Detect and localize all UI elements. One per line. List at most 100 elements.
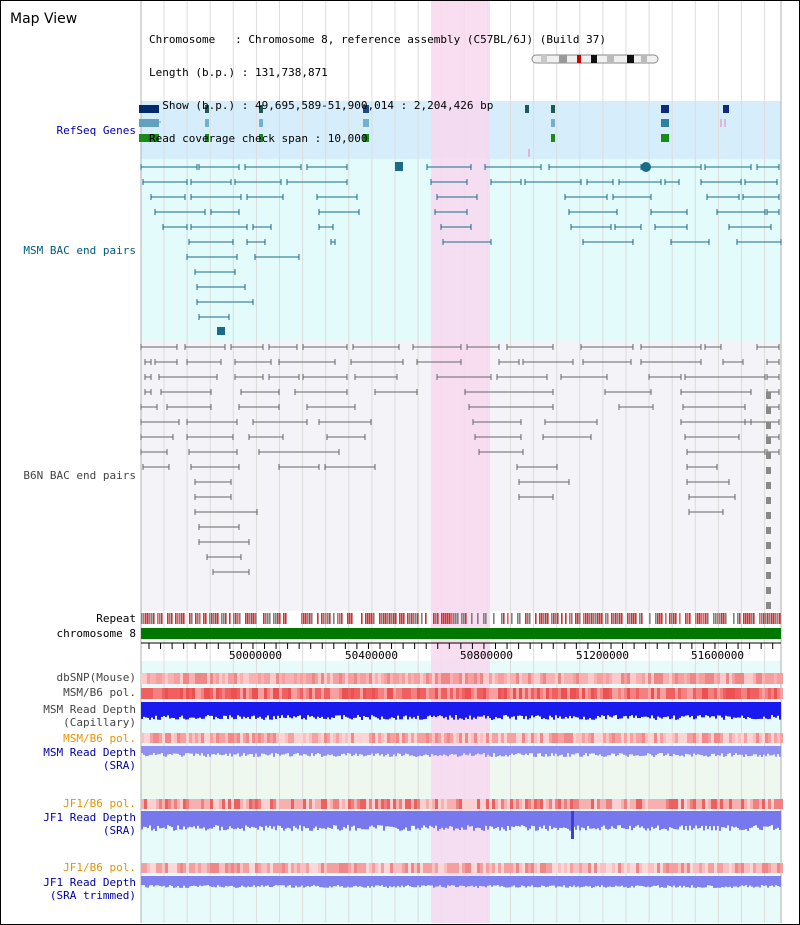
- jf1-pol-strip: [768, 799, 771, 809]
- jf1-depth-trimmed-bar: [235, 876, 237, 888]
- jf1-pol-strip-2: [423, 863, 426, 873]
- msm-depth-capillary-bar: [761, 702, 763, 719]
- jf1-depth-trimmed-bar: [529, 876, 531, 887]
- msm-depth-capillary-bar: [255, 702, 257, 719]
- dbsnp-strip: [450, 673, 453, 684]
- jf1-depth-trimmed-bar: [523, 876, 525, 887]
- msm-pol-strip: [423, 688, 426, 699]
- repeat-feature: [507, 613, 509, 624]
- track-label-jf1-depth-trimmed[interactable]: JF1 Read Depth: [43, 876, 136, 889]
- track-label-msm-depth-sra[interactable]: MSM Read Depth: [43, 746, 136, 759]
- msm-pol-strip-2: [765, 733, 768, 743]
- jf1-depth-sra-bar: [217, 811, 219, 826]
- jf1-depth-sra-bar: [385, 811, 387, 827]
- jf1-depth-trimmed-bar: [249, 876, 251, 888]
- msm-pol-strip: [777, 688, 780, 699]
- jf1-pol-strip: [186, 799, 189, 809]
- repeat-feature: [425, 613, 427, 624]
- jf1-depth-trimmed-bar: [615, 876, 617, 886]
- track-label-refseq[interactable]: RefSeq Genes: [56, 124, 136, 137]
- repeat-feature: [277, 613, 279, 624]
- repeat-feature: [205, 613, 207, 624]
- repeat-feature: [545, 613, 547, 624]
- msm-depth-sra-bar: [143, 746, 145, 755]
- msm-pol-strip-2: [174, 733, 177, 743]
- msm-depth-capillary-bar: [143, 702, 145, 717]
- msm-pol-strip: [648, 688, 651, 699]
- msm-pol-strip: [246, 688, 249, 699]
- jf1-pol-strip-2: [498, 863, 501, 873]
- track-label-chromosome[interactable]: chromosome 8: [56, 627, 136, 640]
- track-label-jf1-b6-pol-2[interactable]: JF1/B6 pol.: [63, 861, 136, 874]
- msm-depth-capillary-bar: [677, 702, 679, 720]
- jf1-depth-trimmed-bar: [741, 876, 743, 886]
- repeat-feature: [329, 613, 331, 624]
- msm-depth-capillary-bar: [715, 702, 717, 719]
- jf1-pol-strip-2: [429, 863, 432, 873]
- dbsnp-strip: [576, 673, 579, 684]
- jf1-depth-sra-bar: [639, 811, 641, 828]
- msm-pol-strip-2: [660, 733, 663, 743]
- track-label-repeat[interactable]: Repeat: [96, 612, 136, 625]
- jf1-pol-strip: [474, 799, 477, 809]
- track-label-msm-bac[interactable]: MSM BAC end pairs: [23, 244, 136, 257]
- msm-depth-sra-bar: [507, 746, 509, 757]
- msm-pol-strip-2: [219, 733, 222, 743]
- msm-pol-strip-2: [699, 733, 702, 743]
- jf1-pol-strip-2: [441, 863, 444, 873]
- msm-depth-capillary-bar: [569, 702, 571, 716]
- track-label-jf1-b6-pol[interactable]: JF1/B6 pol.: [63, 797, 136, 810]
- msm-depth-capillary-bar: [539, 702, 541, 717]
- track-label-b6n-bac[interactable]: B6N BAC end pairs: [23, 469, 136, 482]
- msm-depth-capillary-bar: [169, 702, 171, 719]
- msm-pol-strip: [375, 688, 378, 699]
- jf1-pol-strip: [414, 799, 417, 809]
- dbsnp-strip: [663, 673, 666, 684]
- jf1-depth-trimmed-bar: [597, 876, 599, 886]
- jf1-depth-trimmed-bar: [239, 876, 241, 887]
- repeat-feature: [701, 613, 703, 624]
- track-label-msm-depth-capillary[interactable]: MSM Read Depth: [43, 703, 136, 716]
- repeat-feature: [233, 613, 235, 624]
- jf1-depth-trimmed-bar: [569, 876, 571, 887]
- refseq-gene: [551, 119, 555, 127]
- msm-depth-sra-bar: [149, 746, 151, 755]
- repeat-feature: [659, 613, 661, 624]
- jf1-depth-trimmed-bar: [283, 876, 285, 886]
- jf1-depth-sra-bar: [377, 811, 379, 826]
- jf1-pol-strip: [750, 799, 753, 809]
- jf1-depth-sra-bar: [645, 811, 647, 831]
- msm-pol-strip: [543, 688, 546, 699]
- repeat-feature: [401, 613, 403, 624]
- msm-pol-strip-2: [693, 733, 696, 743]
- refseq-gene: [259, 119, 263, 127]
- chromosome-ideogram[interactable]: [531, 53, 659, 65]
- track-label-msm-b6-pol-2[interactable]: MSM/B6 pol.: [63, 732, 136, 745]
- msm-pol-strip-2: [717, 733, 720, 743]
- repeat-feature: [199, 613, 201, 624]
- msm-depth-capillary-bar: [497, 702, 499, 719]
- jf1-depth-sra-bar: [777, 811, 779, 828]
- jf1-pol-strip: [381, 799, 384, 809]
- jf1-depth-sra-bar: [533, 811, 535, 827]
- repeat-feature: [753, 613, 755, 624]
- msm-depth-sra-bar: [515, 746, 517, 754]
- track-label-dbsnp[interactable]: dbSNP(Mouse): [56, 671, 136, 684]
- jf1-depth-trimmed-bar: [169, 876, 171, 886]
- jf1-depth-trimmed-bar: [331, 876, 333, 888]
- jf1-depth-sra-bar: [393, 811, 395, 828]
- dbsnp-strip: [261, 673, 264, 684]
- msm-pol-strip: [477, 688, 480, 699]
- msm-depth-sra-bar: [691, 746, 693, 757]
- track-label-jf1-depth-sra[interactable]: JF1 Read Depth: [43, 811, 136, 824]
- jf1-pol-strip: [420, 799, 423, 809]
- msm-pol-strip-2: [420, 733, 423, 743]
- msm-depth-capillary-bar: [529, 702, 531, 719]
- msm-pol-strip-2: [387, 733, 390, 743]
- jf1-depth-sra-bar: [551, 811, 553, 830]
- dbsnp-strip: [468, 673, 471, 684]
- jf1-pol-strip: [642, 799, 645, 809]
- msm-pol-strip: [300, 688, 303, 699]
- track-label-msm-b6-pol[interactable]: MSM/B6 pol.: [63, 686, 136, 699]
